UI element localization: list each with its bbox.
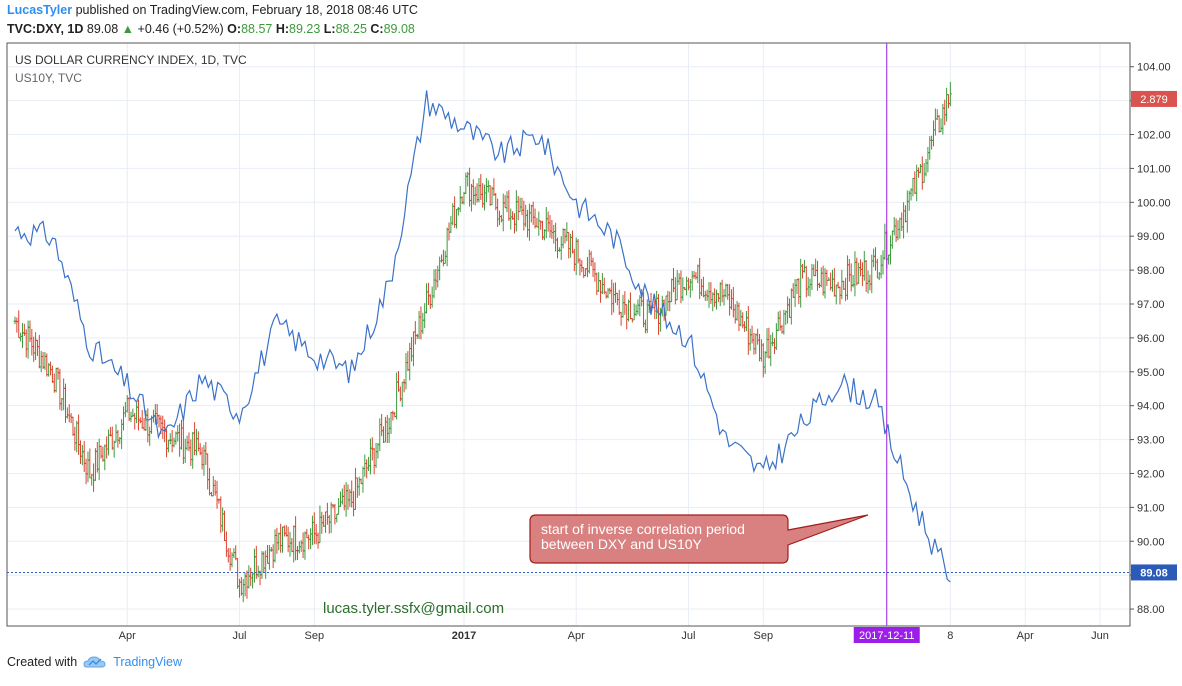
last-price-badge	[1131, 564, 1177, 581]
y-tick-label: 98.00	[1137, 265, 1165, 277]
price-badges: 89.08 2.879	[1131, 90, 1177, 581]
marker-date-badge	[853, 627, 920, 643]
y-tick-label: 93.00	[1137, 435, 1165, 447]
change-value: +0.46 (+0.52%)	[137, 22, 224, 36]
published-text: published on TradingView.com, February 1…	[75, 3, 418, 17]
high-label: H:	[275, 22, 290, 36]
x-tick-label: Jun	[1091, 630, 1109, 642]
low-label: L:	[323, 22, 336, 36]
us10y-line	[14, 90, 951, 583]
main-series-legend[interactable]: US DOLLAR CURRENCY INDEX, 1D, TVC	[15, 53, 247, 67]
close-value: 89.08	[383, 22, 415, 36]
dxy-bars	[13, 81, 952, 603]
x-tick-label: Sep	[753, 630, 773, 642]
us10y-badge	[1131, 90, 1177, 107]
y-tick-label: 102.00	[1137, 130, 1171, 142]
us10y-label: 2.879	[1140, 94, 1168, 106]
last-value: 89.08	[86, 22, 119, 36]
x-tick-label: Sep	[305, 630, 325, 642]
y-tick-label: 95.00	[1137, 367, 1165, 379]
tradingview-link[interactable]: TradingView	[113, 655, 182, 669]
low-value: 88.25	[335, 22, 367, 36]
y-tick-label: 96.00	[1137, 333, 1165, 345]
x-tick-label: 2017-12-11	[859, 630, 914, 642]
y-tick-label: 101.00	[1137, 163, 1171, 175]
y-tick-label: 99.00	[1137, 231, 1165, 243]
x-tick-label: 8	[947, 630, 953, 642]
published-line: LucasTyler published on TradingView.com,…	[7, 3, 418, 17]
close-label: C:	[370, 22, 384, 36]
author-link[interactable]: LucasTyler	[7, 3, 73, 17]
open-value: 88.57	[241, 22, 273, 36]
y-tick-label: 92.00	[1137, 468, 1165, 480]
tradingview-cloud-icon	[83, 656, 106, 668]
y-tick-label: 91.00	[1137, 502, 1165, 514]
email-note[interactable]: lucas.tyler.ssfx@gmail.com	[323, 600, 505, 617]
y-tick-label: 104.00	[1137, 62, 1171, 74]
symbol-name[interactable]: TVC:DXY, 1D	[7, 22, 84, 36]
x-tick-label: Jul	[681, 630, 695, 642]
up-arrow-icon: ▲	[121, 22, 135, 36]
high-value: 89.23	[289, 22, 321, 36]
open-label: O:	[227, 22, 242, 36]
y-tick-label: 100.00	[1137, 197, 1171, 209]
x-tick-label: 2017	[452, 630, 476, 642]
y-tick-label: 90.00	[1137, 536, 1165, 548]
y-tick-label: 97.00	[1137, 299, 1165, 311]
ohlc-line: TVC:DXY, 1D 89.08 ▲ +0.46 (+0.52%) O:88.…	[7, 22, 415, 36]
price-axis: 104.00103.00102.00101.00100.0099.0098.00…	[1130, 62, 1171, 616]
x-tick-label: Apr	[119, 630, 136, 642]
x-tick-label: Apr	[568, 630, 585, 642]
compare-series-legend[interactable]: US10Y, TVC	[15, 71, 82, 85]
time-axis: Apr Jul Sep 2017 Apr Jul Sep 2017-12-11 8 Apr Jun	[119, 627, 1109, 643]
callout-text[interactable]: start of inverse correlation period betw…	[541, 521, 745, 552]
y-tick-label: 94.00	[1137, 401, 1165, 413]
created-with-label: Created with	[7, 655, 78, 669]
footer: Created with TradingView	[7, 655, 182, 669]
x-tick-label: Jul	[232, 630, 246, 642]
y-tick-label: 88.00	[1137, 604, 1165, 616]
x-tick-label: Apr	[1017, 630, 1034, 642]
last-price-label: 89.08	[1140, 567, 1168, 579]
callout-shape	[529, 514, 869, 564]
